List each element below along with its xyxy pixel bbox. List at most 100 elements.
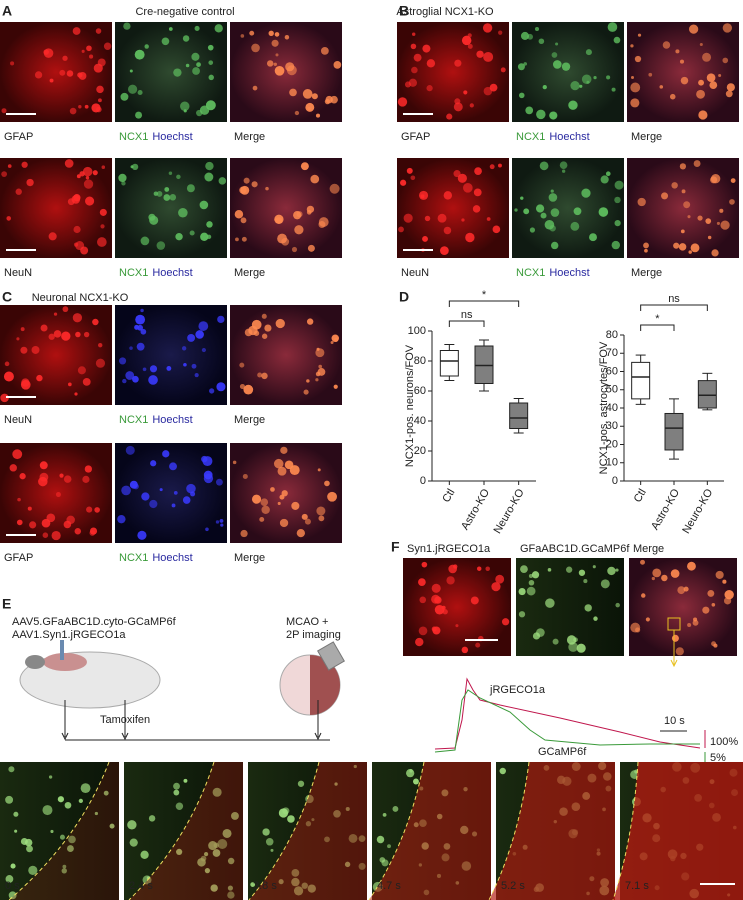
cell (630, 98, 640, 108)
cell (422, 236, 428, 242)
cell (180, 101, 190, 111)
cell (403, 213, 413, 223)
cell (264, 324, 272, 332)
cell (125, 371, 135, 380)
cell (227, 891, 235, 899)
cell (358, 835, 366, 842)
micrograph (629, 558, 737, 656)
cell (277, 466, 287, 476)
cell (538, 38, 545, 45)
cell (465, 232, 475, 243)
cell (82, 166, 93, 177)
cell (678, 243, 687, 251)
cell (4, 361, 10, 367)
cell (412, 32, 416, 36)
cell (96, 237, 107, 247)
panel-title: Neuronal NCX1-KO (32, 292, 129, 304)
depolarization-wave (9, 762, 119, 900)
cell (82, 475, 90, 483)
cell (173, 68, 182, 77)
cell (387, 844, 391, 849)
cell (294, 225, 304, 235)
cell (49, 78, 54, 83)
cell (20, 327, 25, 332)
cell (548, 193, 558, 202)
cell (552, 60, 562, 69)
cell (83, 179, 94, 189)
cell (318, 515, 325, 522)
cell (630, 44, 634, 48)
cell (99, 208, 107, 216)
cell (291, 246, 298, 253)
cell (722, 579, 727, 584)
cell (156, 191, 163, 197)
cell (679, 59, 685, 64)
cell (457, 173, 467, 183)
cell (310, 174, 320, 184)
cell (166, 365, 172, 371)
micrograph (0, 762, 119, 900)
cell (311, 818, 315, 822)
cell (261, 372, 268, 380)
cell (59, 473, 64, 478)
cell (526, 586, 536, 596)
cell (20, 346, 28, 354)
cell (203, 852, 209, 857)
cell (243, 384, 254, 395)
box (697, 380, 717, 409)
cell (259, 516, 265, 522)
cell (307, 884, 316, 893)
cell (243, 177, 250, 184)
cell (91, 103, 101, 113)
cell (711, 602, 716, 607)
cell (317, 468, 321, 472)
cell (411, 66, 418, 74)
cell (446, 576, 455, 585)
channel-label: Merge (633, 543, 664, 555)
stain-name: Hoechst (152, 414, 192, 426)
cell (29, 521, 37, 529)
time-label: 2.4 s (129, 880, 153, 892)
cell (419, 596, 427, 604)
wavefront (612, 761, 639, 900)
cell (483, 51, 494, 62)
cell (593, 616, 598, 621)
cell (64, 159, 74, 168)
cell (270, 848, 274, 852)
cell (84, 465, 93, 473)
cell (181, 346, 187, 351)
cell (440, 246, 449, 255)
cell (62, 864, 67, 869)
scale-label: 5% (710, 752, 726, 764)
channel-label: GFAP (4, 552, 33, 564)
cell (406, 167, 413, 174)
cell (173, 782, 180, 790)
cell (291, 877, 300, 887)
cell (212, 849, 221, 857)
panel-letter: D (399, 289, 409, 305)
cell (710, 174, 721, 184)
cell (257, 372, 263, 378)
depolarization-wave (489, 762, 615, 900)
y-tick-label: 0 (420, 475, 426, 487)
cell (43, 49, 49, 55)
cell (135, 314, 146, 325)
cell (173, 789, 180, 796)
cell (171, 503, 176, 508)
cell (635, 627, 641, 633)
cell (215, 478, 223, 486)
cell (240, 217, 247, 224)
cell (693, 160, 701, 167)
stain-name: Hoechst (152, 131, 192, 143)
cell (120, 92, 129, 101)
cell (202, 456, 213, 467)
cell (424, 215, 431, 222)
stain-name: Hoechst (549, 131, 589, 143)
cell (0, 393, 9, 403)
y-tick-label: 20 (414, 445, 426, 457)
cell (607, 22, 618, 32)
cell (127, 84, 138, 94)
cell (89, 527, 98, 535)
image-background (115, 305, 227, 405)
cell (135, 111, 143, 119)
